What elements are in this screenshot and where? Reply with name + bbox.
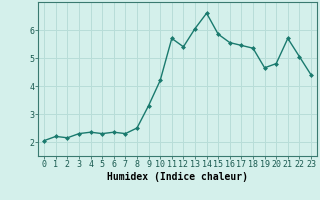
X-axis label: Humidex (Indice chaleur): Humidex (Indice chaleur)	[107, 172, 248, 182]
